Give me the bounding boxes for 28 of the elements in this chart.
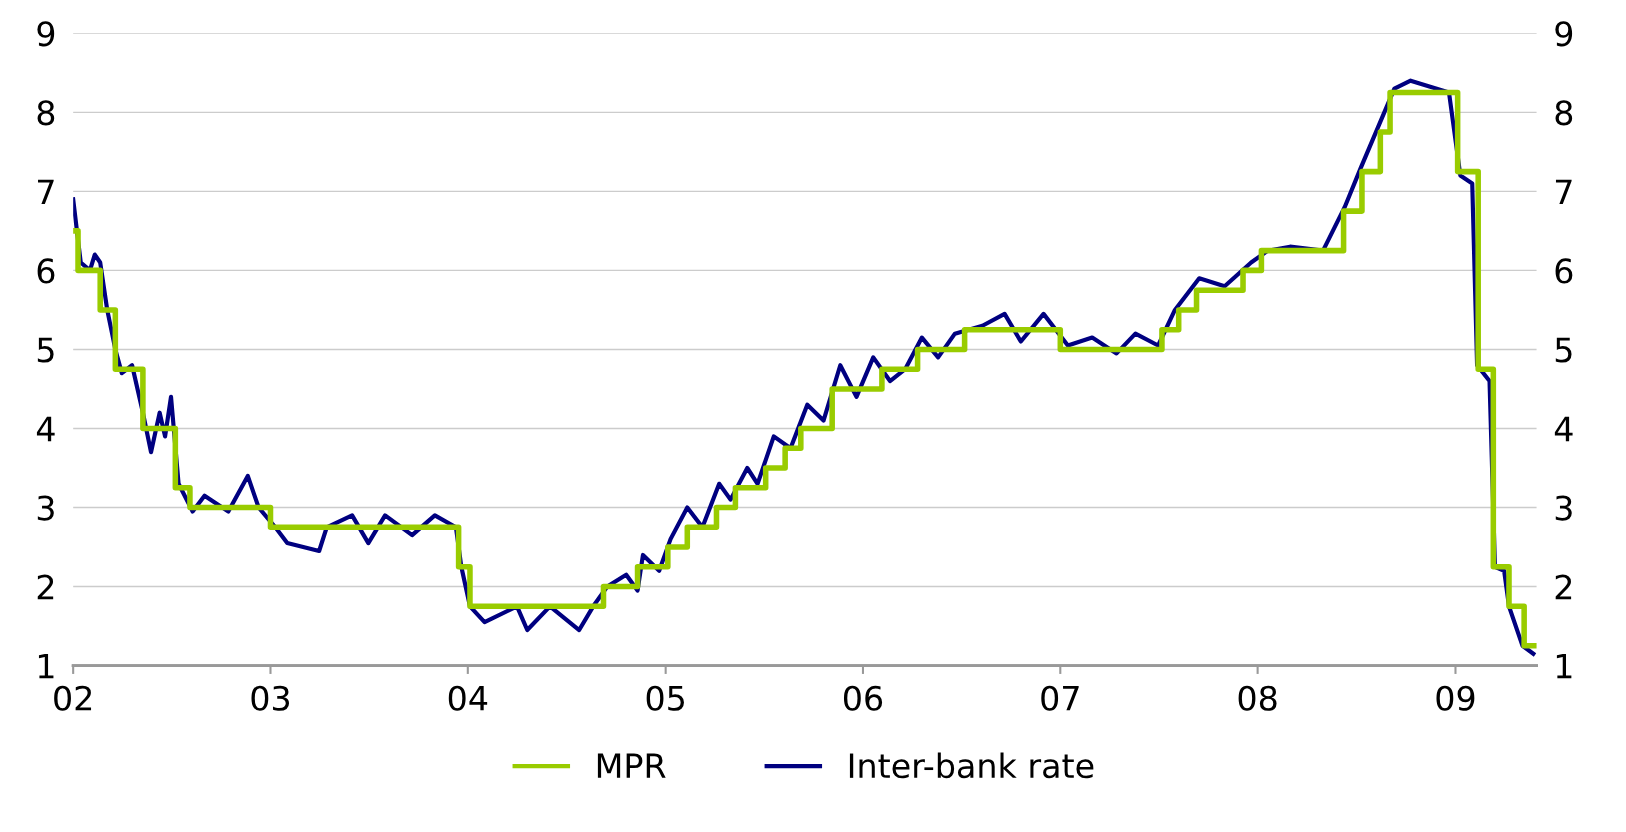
y-tick-label: 4 <box>36 416 55 442</box>
legend-label: MPR <box>597 753 666 778</box>
y2-tick-label: 6 <box>1555 258 1573 284</box>
x-tick-label: 08 <box>1238 685 1277 711</box>
x-tick-label: 03 <box>251 685 290 711</box>
y2-tick-label: 8 <box>1555 100 1573 126</box>
x-tick-label: 09 <box>1436 685 1475 711</box>
y-tick-label: 5 <box>37 337 54 363</box>
x-tick-label: 07 <box>1041 685 1079 711</box>
y-tick-label: 1 <box>38 653 54 679</box>
y-tick-label: 7 <box>38 179 54 205</box>
x-tick-label: 04 <box>448 685 488 711</box>
x-tick-label: 06 <box>843 685 883 711</box>
y2-tick-label: 9 <box>1555 21 1573 47</box>
y-tick-label: 8 <box>37 100 55 126</box>
y2-tick-label: 2 <box>1555 574 1572 600</box>
y2-tick-label: 5 <box>1555 337 1572 363</box>
y2-tick-label: 4 <box>1554 416 1573 442</box>
x-tick-label: 05 <box>646 685 684 711</box>
y2-tick-label: 7 <box>1555 179 1572 205</box>
y2-tick-label: 1 <box>1556 653 1572 679</box>
y2-tick-label: 3 <box>1555 495 1572 521</box>
legend-label: Inter-bank rate <box>849 752 1094 779</box>
x-tick-label: 02 <box>54 685 92 711</box>
y-tick-label: 9 <box>37 21 55 47</box>
y-tick-label: 3 <box>37 495 54 521</box>
y-tick-label: 6 <box>37 258 55 284</box>
y-tick-label: 2 <box>37 574 54 600</box>
